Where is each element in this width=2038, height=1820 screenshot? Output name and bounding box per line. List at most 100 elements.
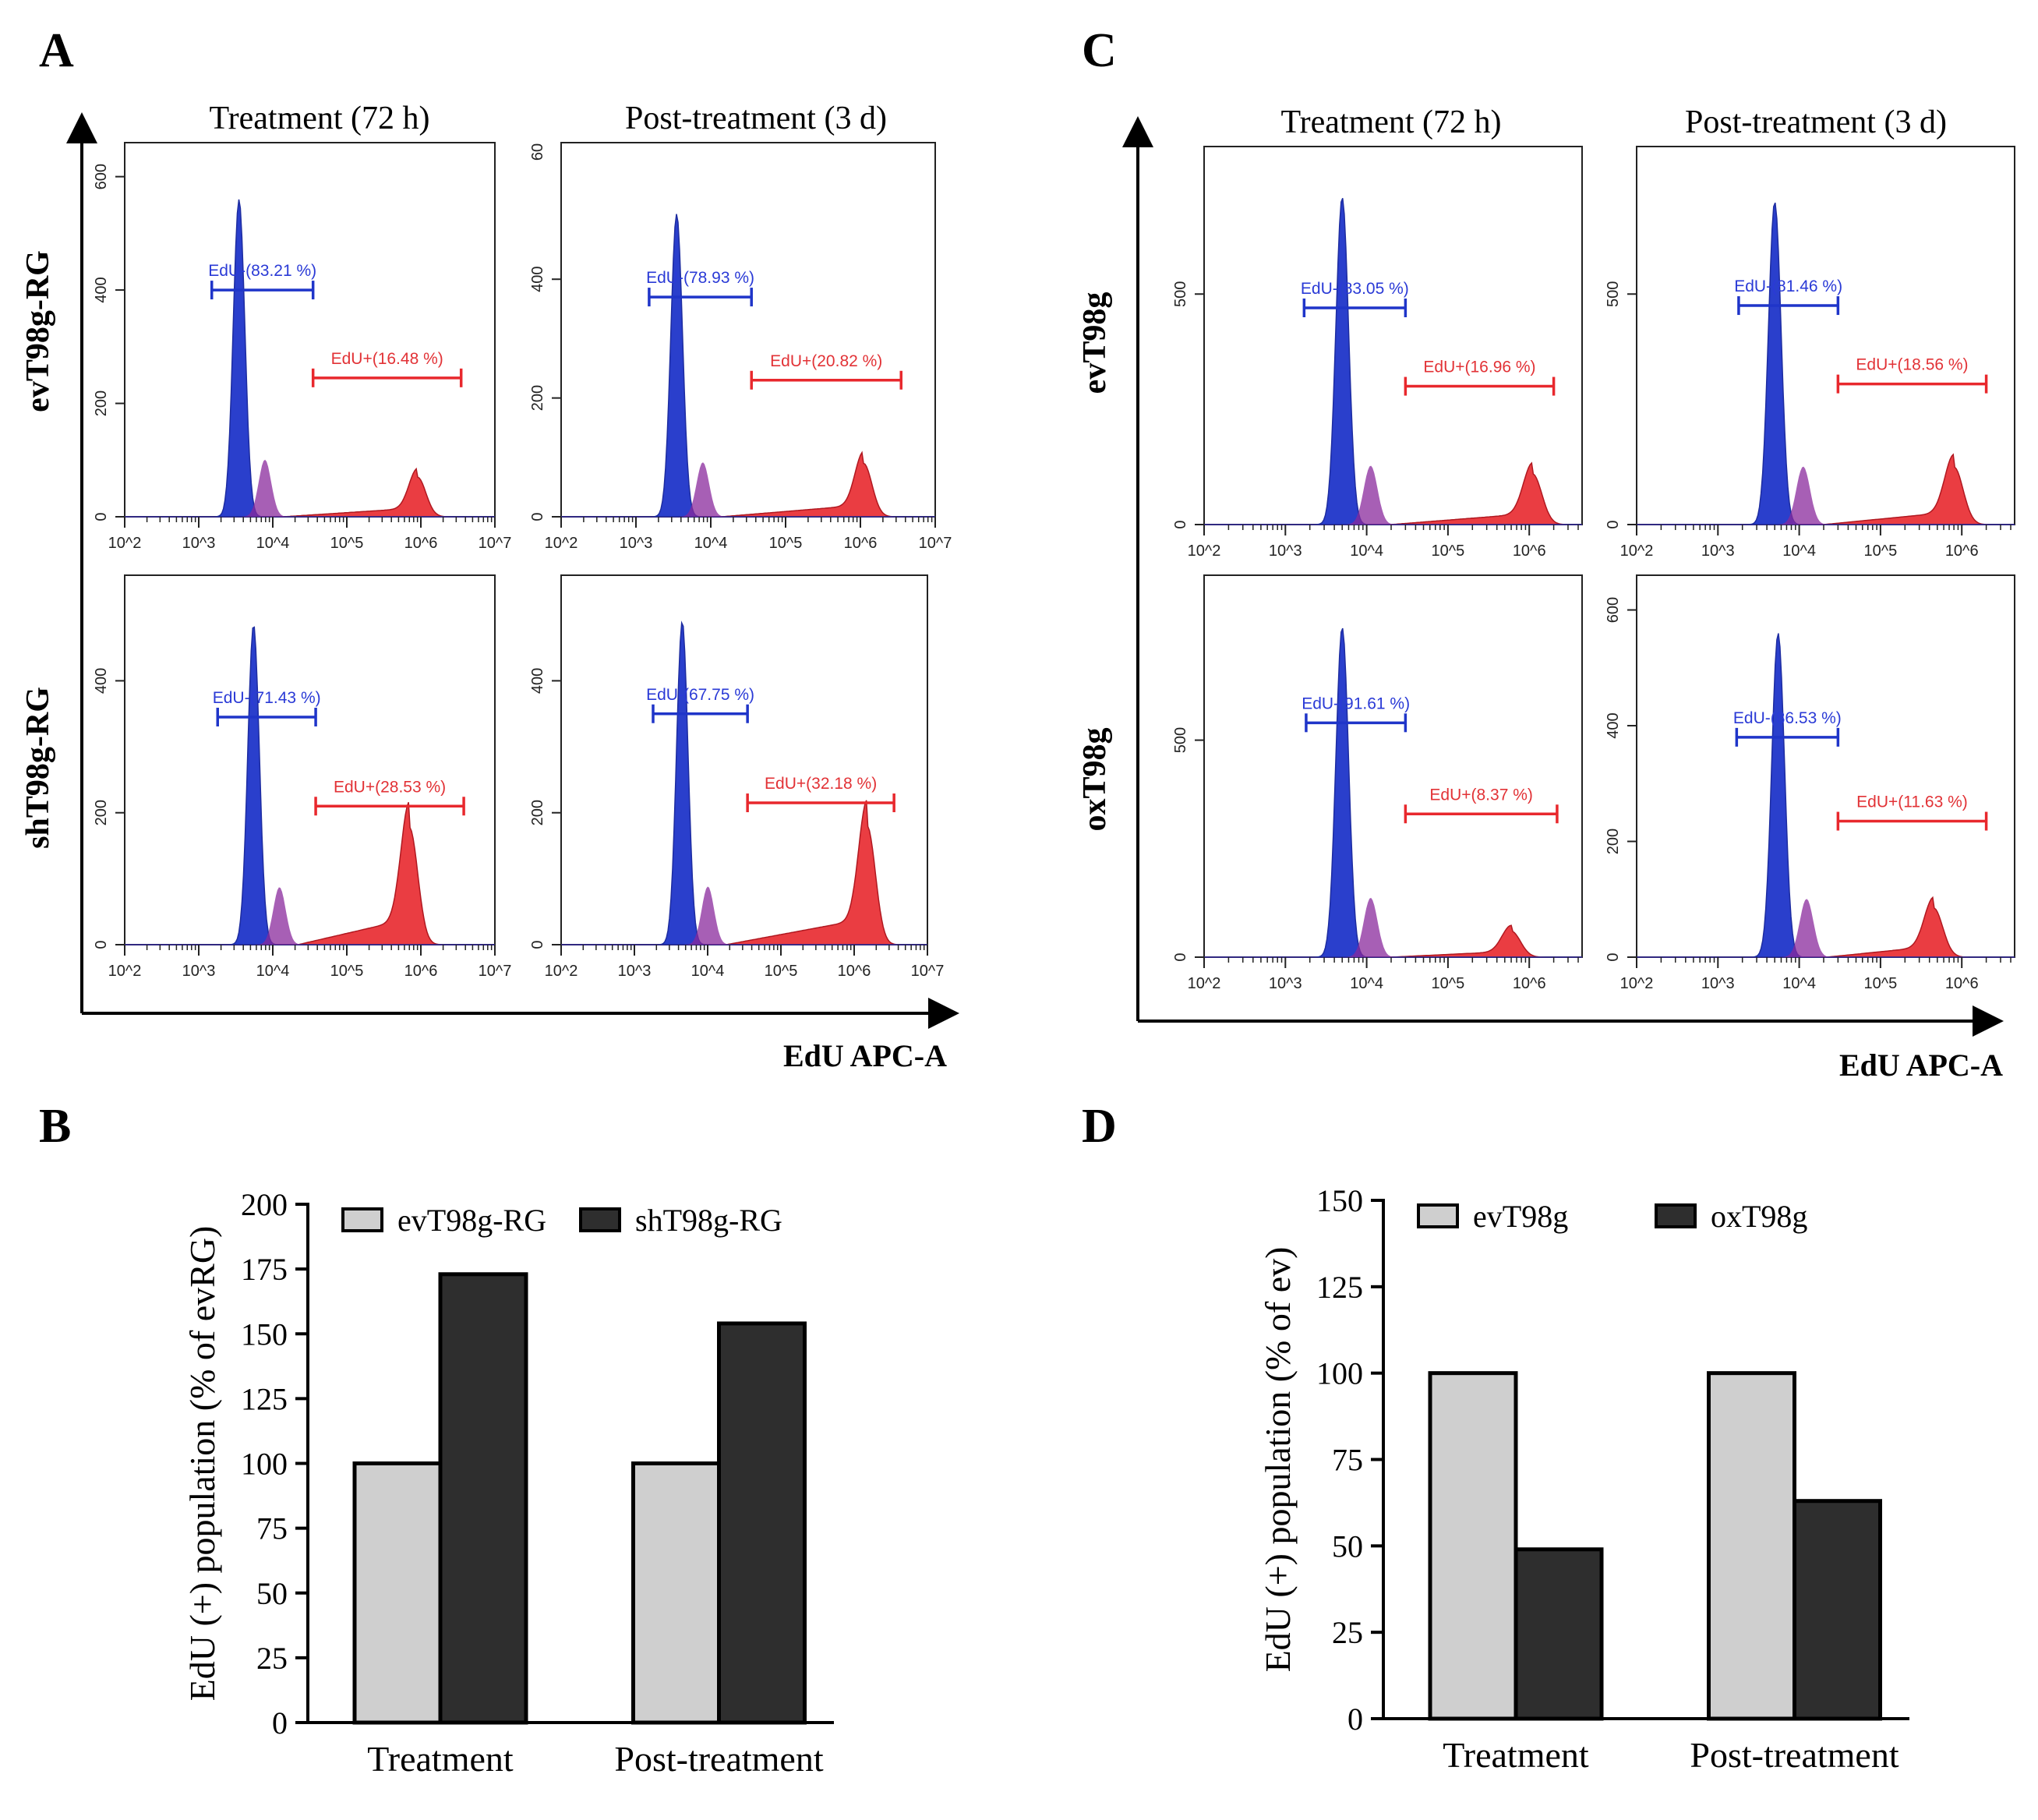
edu-negative-label: EdU-(83.05 %)	[1301, 280, 1409, 298]
panel-c-row-label-ev: evT98g	[1077, 292, 1113, 394]
x-tick-label: 10^2	[1188, 975, 1221, 992]
y-tick-label: 0	[1172, 520, 1189, 528]
x-tick-label: 10^5	[765, 963, 798, 980]
x-tick-label: 10^6	[404, 963, 438, 980]
y-tick-label: 0	[93, 512, 110, 521]
x-tick-label: 10^3	[182, 963, 216, 980]
y-tick-label: 200	[529, 385, 546, 411]
y-tick-label: 125	[241, 1381, 288, 1416]
x-tick-label: 10^6	[1513, 542, 1546, 560]
plot-frame	[1203, 146, 1583, 525]
y-tick-label: 200	[93, 800, 110, 825]
histogram-c-ox-post: 0 200 400 600 10^2 10^3 10^4 10^5 10^6 EdU-(86.53…	[1605, 574, 2015, 992]
legend-swatch	[341, 1207, 383, 1232]
edu-negative-label: EdU-(83.21 %)	[208, 262, 316, 280]
x-tick-label: 10^7	[911, 963, 945, 980]
panel-a-col-title-treatment: Treatment (72 h)	[209, 101, 429, 136]
panel-a-col-title-post: Post-treatment (3 d)	[625, 101, 887, 136]
histogram-a-sh-treatment: 0 200 400 10^2 10^3 10^4 10^5 10^6 10^7 EdU-(71.4…	[93, 574, 512, 980]
x-tick-label: 10^6	[404, 535, 438, 552]
y-tick-label: 400	[529, 668, 546, 694]
x-tick-label: 10^3	[182, 535, 216, 552]
x-tick-label: 10^4	[256, 535, 290, 552]
x-tick-label: 10^4	[691, 963, 725, 980]
x-tick-label: 10^7	[919, 535, 952, 552]
x-tick-label: 10^5	[1864, 542, 1898, 560]
bar	[352, 1461, 443, 1725]
edu-negative-label: EdU-(86.53 %)	[1733, 709, 1842, 727]
y-axis-label: EdU (+) population (% of ev)	[1258, 1247, 1298, 1673]
edu-negative-label: EdU-(91.61 %)	[1302, 694, 1410, 712]
x-tick-label: 10^3	[620, 535, 653, 552]
legend-swatch	[1417, 1203, 1459, 1228]
edu-positive-label: EdU+(18.56 %)	[1856, 356, 1968, 374]
legend-swatch	[579, 1207, 621, 1232]
x-tick-label: 10^5	[1432, 542, 1465, 560]
x-tick-label: 10^3	[618, 963, 652, 980]
x-tick-label: 10^2	[1188, 542, 1221, 560]
edu-negative-area	[125, 199, 495, 518]
bar	[1513, 1547, 1604, 1721]
legend-swatch	[1655, 1203, 1697, 1228]
bar	[1793, 1499, 1882, 1721]
x-tick-label: 10^7	[479, 963, 512, 980]
plot-frame	[124, 142, 496, 518]
x-tick-label: 10^4	[1350, 975, 1383, 992]
x-tick-label: 10^5	[1432, 975, 1465, 992]
x-tick-label: 10^4	[1350, 542, 1383, 560]
x-tick-label: 10^6	[1945, 975, 1979, 992]
y-tick-label: 0	[93, 940, 110, 949]
edu-negative-area	[561, 620, 927, 945]
x-tick-label: 10^6	[1513, 975, 1546, 992]
histogram-c-ev-post: 0 500 10^2 10^3 10^4 10^5 10^6 EdU-(81.46 %) EdU…	[1605, 146, 2015, 560]
plot-frame	[1636, 146, 2015, 525]
x-tick-label: 10^3	[1269, 975, 1302, 992]
edu-negative-label: EdU-(67.75 %)	[646, 686, 754, 704]
y-tick-label: 100	[241, 1447, 288, 1482]
x-tick-label: 10^4	[694, 535, 728, 552]
edu-positive-label: EdU+(28.53 %)	[334, 778, 446, 796]
panel-a-row-label-sh: shT98g-RG	[20, 687, 56, 849]
y-tick-label: 400	[93, 668, 110, 694]
y-tick-label: 75	[1332, 1443, 1363, 1478]
legend-label: evT98g-RG	[397, 1203, 546, 1238]
edu-positive-label: EdU+(32.18 %)	[765, 775, 877, 793]
bar	[1707, 1371, 1796, 1721]
x-tick-label: 10^3	[1269, 542, 1302, 560]
y-tick-label: 0	[1172, 952, 1189, 961]
edu-positive-label: EdU+(16.48 %)	[331, 350, 443, 368]
panel-c-row-label-ox: oxT98g	[1077, 727, 1113, 831]
legend-label: evT98g	[1473, 1199, 1568, 1234]
edu-positive-label: EdU+(11.63 %)	[1856, 793, 1968, 811]
panel-letter-c: C	[1082, 24, 1117, 77]
y-tick-label: 200	[529, 800, 546, 825]
panel-a-row-label-ev: evT98g-RG	[20, 250, 56, 412]
x-tick-label: 10^5	[330, 963, 364, 980]
x-tick-label: 10^7	[479, 535, 512, 552]
x-tick-label: 10^3	[1701, 975, 1735, 992]
y-tick-label: 500	[1605, 281, 1622, 307]
x-tick-label: 10^5	[330, 535, 364, 552]
edu-negative-label: EdU-(78.93 %)	[646, 269, 754, 287]
x-tick-label: 10^2	[108, 535, 142, 552]
y-tick-label: 25	[1332, 1615, 1363, 1650]
y-tick-label: 200	[241, 1187, 288, 1222]
panel-c-col-title-treatment: Treatment (72 h)	[1280, 104, 1501, 140]
y-tick-label: 0	[1347, 1702, 1363, 1737]
x-tick-label: 10^3	[1701, 542, 1735, 560]
bar	[1428, 1371, 1518, 1721]
edu-positive-label: EdU+(8.37 %)	[1429, 786, 1532, 804]
y-tick-label: 50	[1332, 1528, 1363, 1564]
y-tick-label: 150	[241, 1316, 288, 1352]
y-tick-label: 200	[93, 391, 110, 416]
x-tick-label: 10^4	[256, 963, 290, 980]
x-tick-label: 10^6	[844, 535, 878, 552]
panel-c-col-title-post: Post-treatment (3 d)	[1685, 104, 1947, 140]
bar	[438, 1272, 528, 1725]
x-tick-label: 10^2	[1620, 542, 1654, 560]
x-tick-label: 10^4	[1782, 975, 1816, 992]
histogram-a-ev-treatment: 0 200 400 600 10^2 10^3 10^4 10^5 10^6 10^7 EdU-(8…	[93, 142, 512, 552]
bar-chart-d: 0 25 50 75 100 125 150 EdU (+) population (% of…	[1258, 1183, 1909, 1775]
bar	[631, 1461, 721, 1725]
y-tick-label: 400	[529, 267, 546, 292]
